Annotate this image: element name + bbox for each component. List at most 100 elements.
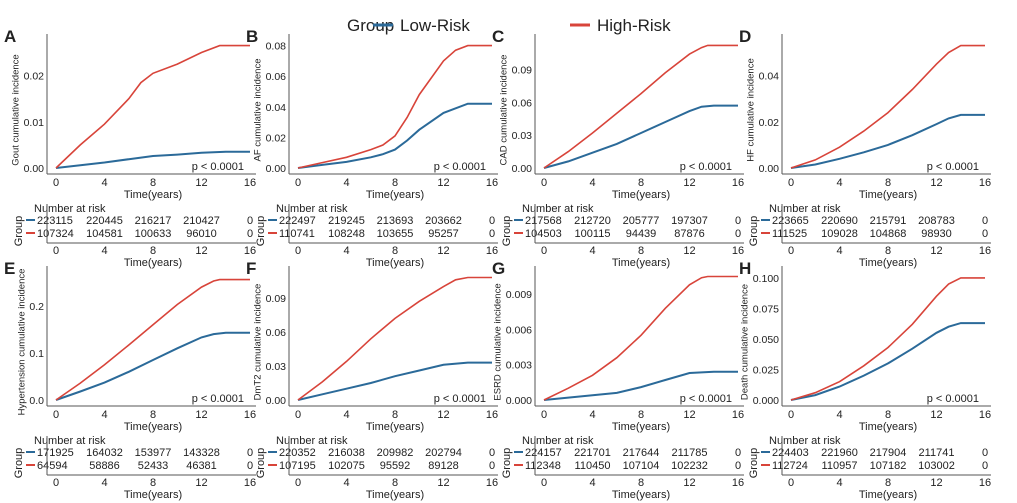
- risk-count: 0: [982, 447, 988, 459]
- p-value: p < 0.0001: [192, 393, 244, 405]
- x-tick-label: 4: [343, 177, 349, 189]
- x-tick-label: 0: [788, 409, 794, 421]
- x-axis-title: Time(years): [366, 421, 424, 433]
- risk-count: 219245: [328, 215, 365, 227]
- x-tick-label: 12: [437, 409, 449, 421]
- x-axis-title: Time(years): [859, 189, 917, 201]
- risk-count: 212720: [574, 215, 611, 227]
- legend-label-high-risk: High-Risk: [597, 16, 671, 35]
- risk-count: 223115: [37, 215, 73, 227]
- x-tick-label: 8: [638, 177, 644, 189]
- x-tick-label: 16: [979, 409, 991, 421]
- panel-d: D 0.00 0.02 0.04 0 4 8 12 16 Time(years) HF cumula…: [739, 27, 991, 269]
- x-tick-label: 0: [53, 409, 59, 421]
- y-tick-label: 0.2: [29, 301, 44, 313]
- risk-count: 221960: [821, 447, 858, 459]
- risk-table-title: Number at risk: [34, 203, 106, 215]
- risk-count: 102075: [328, 460, 365, 472]
- risk-x-tick-label: 4: [343, 245, 349, 257]
- risk-x-axis-title: Time(years): [124, 257, 182, 269]
- x-tick-label: 0: [295, 409, 301, 421]
- risk-count: 210427: [183, 215, 220, 227]
- panel-e: E 0.0 0.1 0.2 0 4 8 12 16 Time(years) Hypertension…: [4, 259, 256, 501]
- risk-x-tick-label: 12: [930, 245, 942, 257]
- risk-table-title: Number at risk: [769, 203, 841, 215]
- y-tick-label: 0.0: [29, 395, 44, 407]
- x-tick-label: 4: [343, 409, 349, 421]
- risk-count: 209982: [377, 447, 414, 459]
- risk-count: 153977: [135, 447, 172, 459]
- y-tick-label: 0.006: [506, 324, 532, 336]
- risk-count: 58886: [89, 460, 120, 472]
- risk-table-group-label: Group: [501, 448, 513, 479]
- risk-count: 46381: [186, 460, 217, 472]
- risk-x-tick-label: 16: [244, 477, 256, 489]
- risk-count: 215791: [870, 215, 907, 227]
- y-tick-label: 0.06: [266, 71, 287, 83]
- risk-count: 107104: [623, 460, 660, 472]
- x-tick-label: 8: [885, 177, 891, 189]
- y-tick-label: 0.03: [266, 361, 287, 373]
- curve-high-risk: [543, 44, 738, 169]
- y-tick-label: 0.000: [506, 395, 532, 407]
- panel-letter: F: [246, 259, 256, 278]
- risk-count: 0: [735, 215, 741, 227]
- risk-count: 87876: [674, 228, 705, 240]
- risk-x-tick-label: 8: [885, 477, 891, 489]
- risk-x-tick-label: 12: [195, 477, 207, 489]
- risk-x-axis-title: Time(years): [612, 257, 670, 269]
- x-axis-title: Time(years): [612, 189, 670, 201]
- y-axis-title: Gout cumulative incidence: [11, 54, 22, 165]
- risk-x-tick-label: 16: [732, 477, 744, 489]
- risk-x-tick-label: 4: [589, 245, 595, 257]
- risk-count: 217904: [870, 447, 907, 459]
- y-tick-label: 0.02: [266, 132, 287, 144]
- panel-h: H 0.000 0.025 0.050 0.075 0.100 0 4 8 12 16 Time(ye…: [739, 259, 991, 501]
- x-tick-label: 16: [486, 177, 498, 189]
- risk-count: 0: [735, 447, 741, 459]
- y-axis-title: DmT2 cumulative incidence: [253, 284, 264, 401]
- curve-low-risk: [55, 150, 250, 169]
- risk-count: 171925: [37, 447, 74, 459]
- p-value: p < 0.0001: [927, 393, 979, 405]
- y-tick-label: 0.04: [759, 71, 780, 83]
- panel-b: B 0.00 0.02 0.04 0.06 0.08 0 4 8 12 16 Time(years) A…: [246, 27, 498, 269]
- risk-table-title: Number at risk: [522, 435, 594, 447]
- risk-count: 95257: [428, 228, 459, 240]
- x-axis-title: Time(years): [612, 421, 670, 433]
- x-tick-label: 0: [541, 409, 547, 421]
- risk-count: 0: [247, 228, 253, 240]
- panel-letter: D: [739, 27, 751, 46]
- x-tick-label: 16: [244, 177, 256, 189]
- risk-count: 216217: [135, 215, 172, 227]
- risk-count: 0: [982, 215, 988, 227]
- risk-count: 94439: [626, 228, 657, 240]
- risk-count: 221701: [574, 447, 611, 459]
- risk-count: 109028: [821, 228, 858, 240]
- panel-letter: C: [492, 27, 504, 46]
- risk-count: 107195: [279, 460, 316, 472]
- risk-count: 112724: [772, 460, 808, 472]
- x-tick-label: 16: [732, 177, 744, 189]
- legend: Group Low-Risk High-Risk: [347, 16, 671, 35]
- risk-count: 220445: [86, 215, 123, 227]
- panel-a: A 0.00 0.01 0.02 0 4 8 12 16 Time(years) Gout cumu…: [4, 27, 256, 269]
- risk-table-group-label: Group: [748, 448, 760, 479]
- x-tick-label: 16: [244, 409, 256, 421]
- risk-count: 110957: [822, 460, 858, 472]
- y-axis-title: ESRD cumulative incidence: [493, 283, 504, 400]
- risk-x-tick-label: 16: [244, 245, 256, 257]
- risk-x-tick-label: 8: [150, 477, 156, 489]
- risk-x-tick-label: 4: [101, 245, 107, 257]
- risk-count: 211785: [672, 447, 708, 459]
- risk-x-tick-label: 4: [101, 477, 107, 489]
- panel-letter: B: [246, 27, 258, 46]
- x-tick-label: 12: [683, 409, 695, 421]
- risk-count: 100115: [575, 228, 611, 240]
- risk-x-tick-label: 12: [683, 245, 695, 257]
- risk-count: 104503: [525, 228, 562, 240]
- x-axis-title: Time(years): [124, 189, 182, 201]
- risk-table-group-label: Group: [255, 448, 267, 479]
- risk-count: 64594: [37, 460, 68, 472]
- risk-count: 213693: [377, 215, 414, 227]
